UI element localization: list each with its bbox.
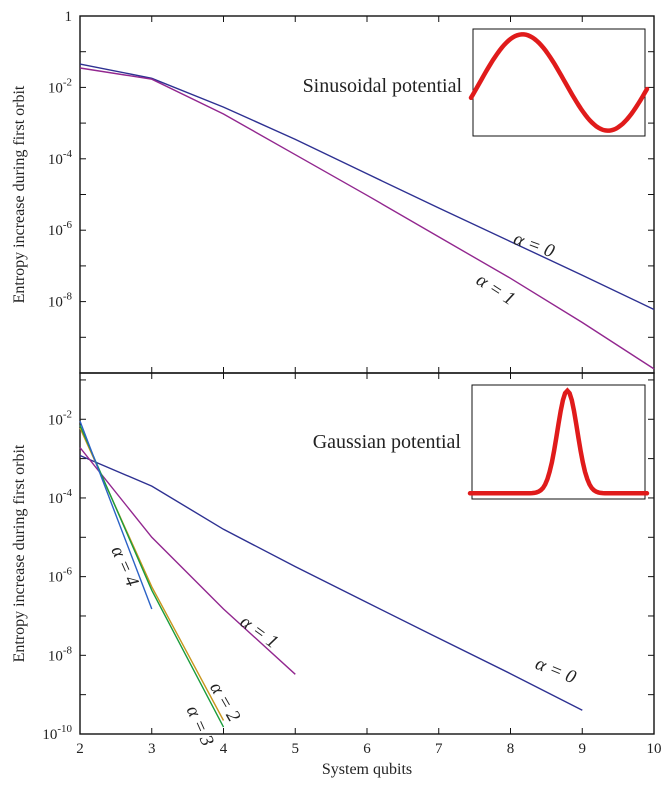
y-axis-label: Entropy increase during first orbit <box>11 85 28 303</box>
x-tick-label: 6 <box>363 741 371 757</box>
x-tick-label: 2 <box>76 741 84 757</box>
y-tick-label-exponent: -8 <box>63 291 73 303</box>
x-tick-label: 4 <box>220 741 228 757</box>
inset-potential-curve <box>467 387 650 496</box>
y-tick-label: 10-4 <box>48 487 73 507</box>
y-tick-label-exponent: -2 <box>63 408 72 420</box>
y-tick-label: 10-8 <box>48 644 73 664</box>
y-tick-label: 10-8 <box>48 291 73 311</box>
inset-label: Sinusoidal potential <box>303 75 463 97</box>
y-tick-label-base: 1 <box>65 9 73 25</box>
inset-frame <box>472 28 646 137</box>
x-axis-label: System qubits <box>322 761 412 778</box>
y-tick-label-base: 10 <box>42 727 57 743</box>
series-line <box>79 447 296 675</box>
x-tick-label: 9 <box>579 741 587 757</box>
y-tick-label: 1 <box>65 9 73 25</box>
y-tick-label: 10-6 <box>48 566 73 586</box>
y-tick-label-base: 10 <box>48 152 63 168</box>
y-tick-label-base: 10 <box>48 648 63 664</box>
y-tick-label: 10-10 <box>42 723 72 743</box>
inset-potential-curve <box>468 32 650 133</box>
y-tick-label-exponent: -6 <box>63 219 73 231</box>
y-tick-label-exponent: -10 <box>57 723 72 735</box>
y-tick-label-exponent: -6 <box>63 566 73 578</box>
y-axis-label: Entropy increase during first orbit <box>11 444 28 662</box>
series-line <box>79 454 583 711</box>
y-tick-label-base: 10 <box>48 491 63 507</box>
x-tick-label: 7 <box>435 741 443 757</box>
y-tick-label-base: 10 <box>48 570 63 586</box>
series-label: α = 1 <box>472 270 518 310</box>
series-label: α = 4 <box>106 543 142 590</box>
y-tick-label-base: 10 <box>48 295 63 311</box>
y-tick-label: 10-6 <box>48 219 73 239</box>
series-label: α = 1 <box>236 611 282 653</box>
y-tick-label-base: 10 <box>48 412 63 428</box>
y-tick-label: 10-4 <box>48 148 73 168</box>
y-tick-label-exponent: -4 <box>63 148 73 160</box>
series-label: α = 0 <box>511 228 558 262</box>
y-tick-label-exponent: -8 <box>63 644 73 656</box>
x-tick-label: 8 <box>507 741 515 757</box>
x-tick-label: 10 <box>647 741 662 757</box>
series-line <box>79 420 153 610</box>
x-tick-label: 3 <box>148 741 156 757</box>
y-tick-label: 10-2 <box>48 76 72 96</box>
y-tick-label-base: 10 <box>48 223 63 239</box>
x-tick-label: 5 <box>292 741 300 757</box>
series-line <box>79 67 655 370</box>
inset-label: Gaussian potential <box>313 431 462 453</box>
series-label: α = 0 <box>532 653 579 688</box>
series-line <box>79 427 225 721</box>
series-line <box>79 63 655 311</box>
y-tick-label-base: 10 <box>48 80 63 96</box>
y-tick-label-exponent: -4 <box>63 487 73 499</box>
series-label: α = 3 <box>182 703 218 750</box>
y-tick-label-exponent: -2 <box>63 76 72 88</box>
inset-frame <box>471 384 646 500</box>
y-tick-label: 10-2 <box>48 408 72 428</box>
series-line <box>79 425 225 728</box>
